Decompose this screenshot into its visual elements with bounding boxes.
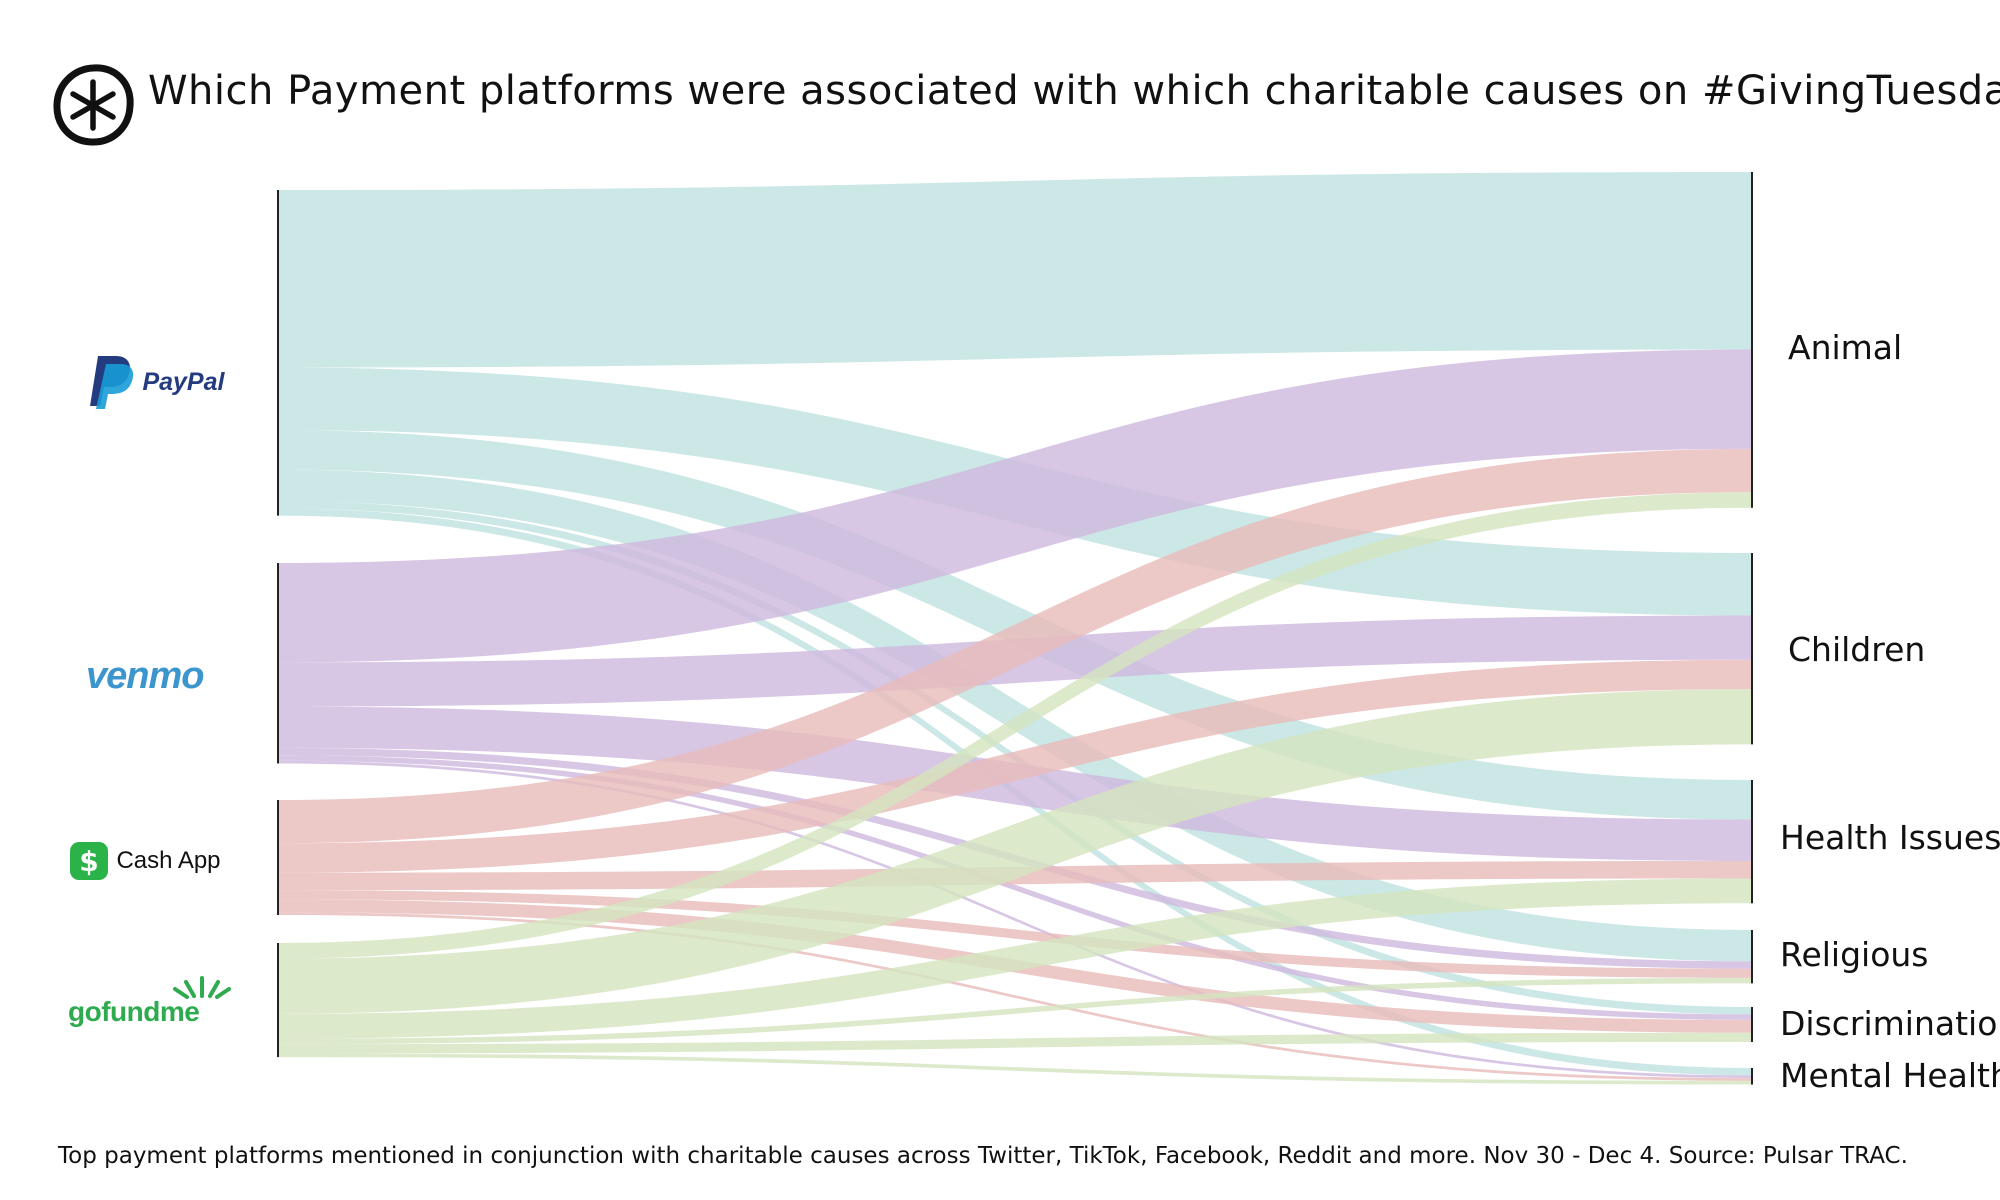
sankey-links [278, 172, 1752, 1085]
sankey-axes [277, 172, 1753, 1085]
paypal-wordmark: PayPal [142, 367, 225, 396]
link-cash-app-to-religious [278, 890, 1752, 978]
link-gofundme-to-religious [278, 977, 1752, 1045]
footnote: Top payment platforms mentioned in conju… [58, 1143, 1908, 1169]
venmo-logo: venmo [86, 655, 204, 698]
link-paypal-to-religious [278, 469, 1752, 962]
venmo-wordmark: venmo [86, 655, 204, 697]
link-gofundme-to-discrimination [278, 1032, 1752, 1054]
link-paypal-to-animal [278, 172, 1752, 368]
link-gofundme-to-children [278, 689, 1752, 1014]
link-venmo-to-mental-health [278, 760, 1752, 1079]
cash-app-wordmark: Cash App [116, 847, 221, 874]
gofundme-logo: gofundme [68, 976, 231, 1028]
paypal-p-icon [90, 356, 134, 409]
cash-app-dollar-icon: $ [70, 842, 108, 880]
target-label-children: Children [1788, 630, 1926, 669]
target-label-discrimination: Discrimination [1780, 1004, 2000, 1043]
pulsar-asterisk-icon [53, 64, 134, 146]
gofundme-wordmark: gofundme [68, 996, 200, 1027]
link-venmo-to-animal [278, 349, 1752, 663]
target-label-religious: Religious [1780, 935, 1929, 974]
cash-app-logo: $ Cash App [70, 842, 221, 880]
svg-text:$: $ [79, 845, 98, 878]
target-label-mental-health: Mental Health [1780, 1056, 2000, 1095]
target-label-animal: Animal [1788, 328, 1903, 367]
target-label-health-issues: Health Issues [1780, 818, 2000, 857]
link-gofundme-to-animal [278, 492, 1752, 959]
gofundme-sprout-icon [173, 976, 231, 999]
paypal-logo: PayPal [88, 354, 224, 410]
link-cash-app-to-animal [278, 448, 1752, 844]
page-title: Which Payment platforms were associated … [148, 68, 2000, 114]
link-gofundme-to-health-issues [278, 878, 1752, 1039]
link-cash-app-to-children [278, 659, 1752, 873]
link-gofundme-to-mental-health [278, 1053, 1752, 1085]
link-venmo-to-health-issues [278, 706, 1752, 861]
link-venmo-to-discrimination [278, 755, 1752, 1020]
link-cash-app-to-mental-health [278, 912, 1752, 1081]
